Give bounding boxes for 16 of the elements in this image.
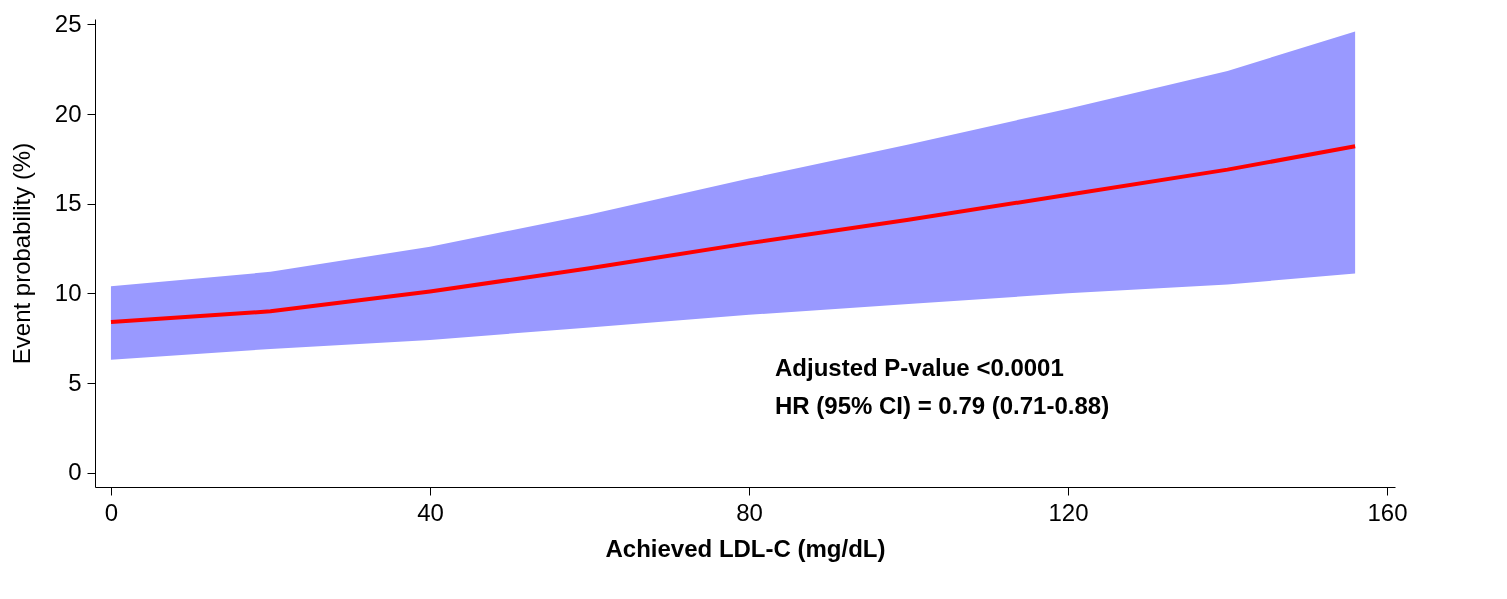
- y-tick-label: 20: [54, 99, 82, 127]
- annotation: Adjusted P-value <0.0001: [775, 354, 1064, 381]
- x-axis-title: Achieved LDL-C (mg/dL): [605, 534, 886, 562]
- x-tick-label: 120: [1048, 498, 1089, 526]
- line-series: [108, 144, 1358, 325]
- x-tick-label: 80: [736, 498, 763, 526]
- y-tick-label: 15: [54, 189, 82, 217]
- y-tick-label: 10: [54, 278, 82, 306]
- x-tick-label: 0: [104, 498, 119, 526]
- y-axis-title: Event probability (%): [7, 142, 35, 365]
- y-tick-label: 5: [68, 368, 82, 396]
- x-tick-label: 160: [1367, 498, 1408, 526]
- x-tick-label: 40: [417, 498, 444, 526]
- annotation: HR (95% CI) = 0.79 (0.71-0.88): [775, 392, 1110, 419]
- y-tick-label: 0: [68, 458, 82, 486]
- y-tick-label: 25: [54, 9, 82, 37]
